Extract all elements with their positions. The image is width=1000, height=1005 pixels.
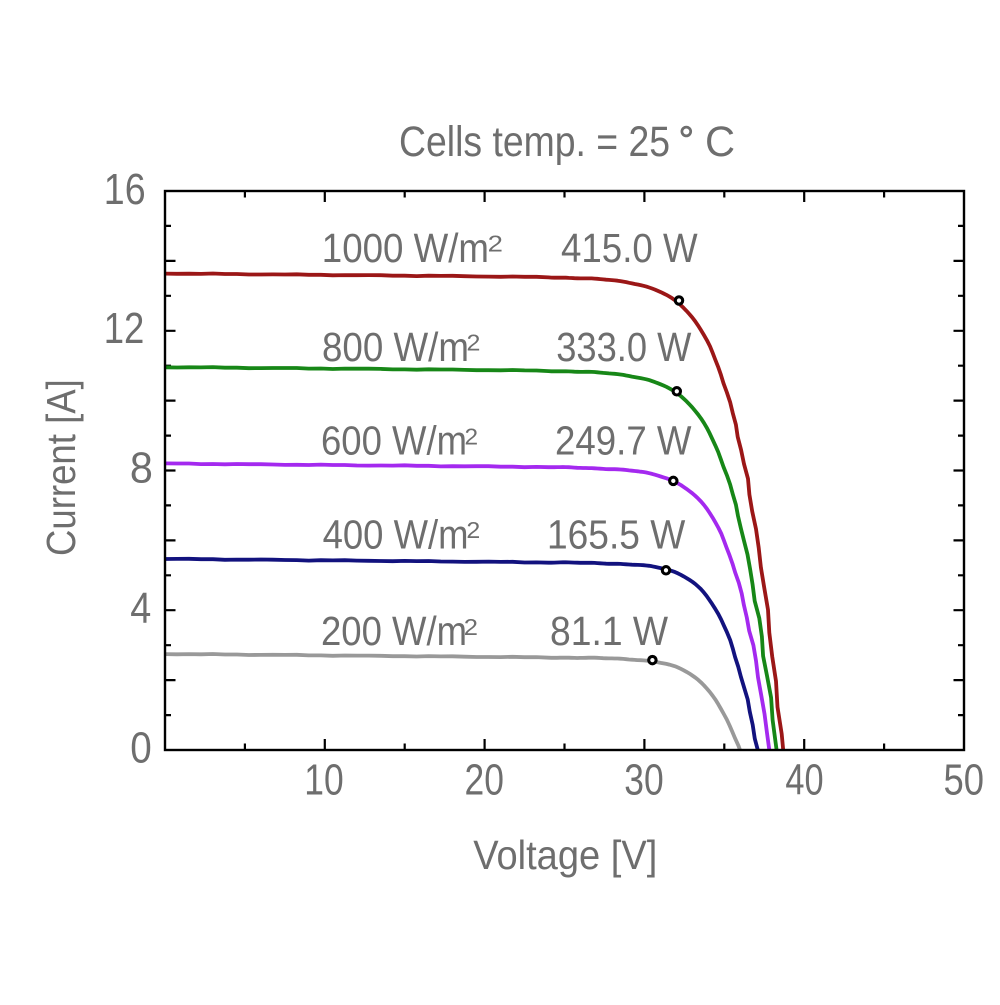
svg-text:4: 4: [130, 584, 151, 633]
svg-text:Cells temp. = 25: Cells temp. = 25: [399, 118, 670, 166]
svg-text:200 W/m: 200 W/m: [321, 608, 467, 654]
svg-text:C: C: [705, 118, 735, 166]
svg-text:81.1 W: 81.1 W: [550, 608, 669, 654]
svg-text:12: 12: [104, 304, 145, 353]
svg-text:800 W/m: 800 W/m: [322, 324, 469, 370]
svg-text:Voltage [V]: Voltage [V]: [473, 832, 657, 878]
svg-text:415.0 W: 415.0 W: [561, 225, 698, 271]
svg-text:10: 10: [304, 756, 343, 805]
svg-text:8: 8: [130, 444, 153, 493]
svg-text:Current [A]: Current [A]: [38, 379, 84, 556]
svg-text:600 W/m: 600 W/m: [321, 418, 467, 464]
svg-text:2: 2: [464, 614, 478, 640]
svg-text:20: 20: [465, 756, 504, 805]
svg-text:1000 W/m: 1000 W/m: [322, 225, 489, 271]
svg-text:0: 0: [130, 723, 152, 772]
svg-text:249.7 W: 249.7 W: [555, 418, 692, 464]
svg-text:40: 40: [785, 756, 823, 805]
svg-text:2: 2: [466, 517, 480, 543]
svg-text:50: 50: [944, 756, 985, 805]
svg-text:333.0 W: 333.0 W: [556, 324, 692, 370]
svg-text:16: 16: [104, 165, 146, 214]
svg-text:2: 2: [467, 329, 481, 355]
svg-text:400 W/m: 400 W/m: [323, 512, 469, 558]
svg-text:30: 30: [624, 756, 663, 805]
svg-text:165.5 W: 165.5 W: [547, 512, 686, 558]
svg-text:2: 2: [465, 423, 479, 449]
svg-text:2: 2: [488, 231, 503, 257]
